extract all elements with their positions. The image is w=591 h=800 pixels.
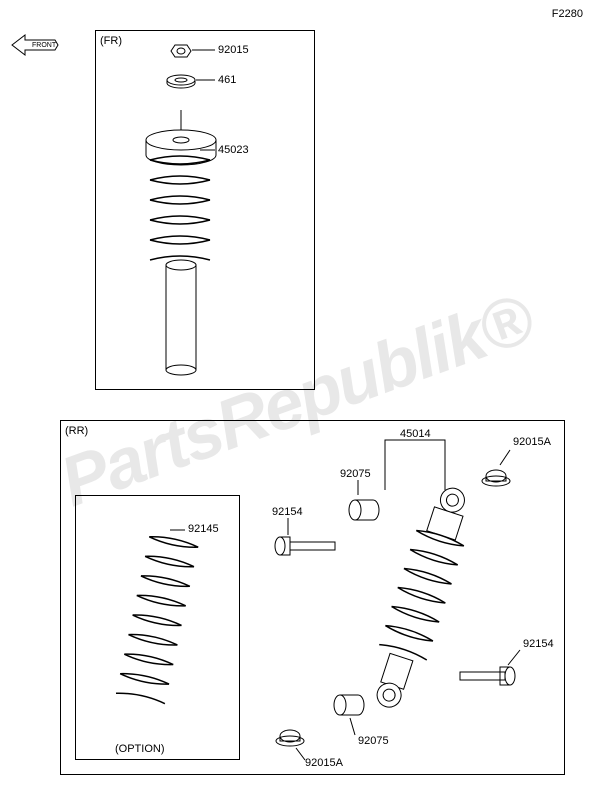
panel-label-fr: (FR): [100, 35, 122, 47]
front-direction-icon: FRONT: [10, 30, 60, 60]
panel-label-rr: (RR): [65, 425, 88, 437]
part-label-92075-bottom: 92075: [358, 735, 389, 747]
part-label-92015A-bottom: 92015A: [305, 757, 343, 769]
part-label-45014: 45014: [400, 428, 431, 440]
diagram-code: F2280: [552, 8, 583, 20]
panel-front: [95, 30, 315, 390]
panel-label-option: (OPTION): [115, 743, 165, 755]
front-text: FRONT: [32, 42, 57, 49]
part-label-92154-right: 92154: [523, 638, 554, 650]
part-label-92075-top: 92075: [340, 468, 371, 480]
part-label-92154-left: 92154: [272, 506, 303, 518]
part-label-92015A-top: 92015A: [513, 436, 551, 448]
part-label-461: 461: [218, 74, 236, 86]
part-label-92015: 92015: [218, 44, 249, 56]
part-label-92145: 92145: [188, 523, 219, 535]
part-label-45023: 45023: [218, 144, 249, 156]
